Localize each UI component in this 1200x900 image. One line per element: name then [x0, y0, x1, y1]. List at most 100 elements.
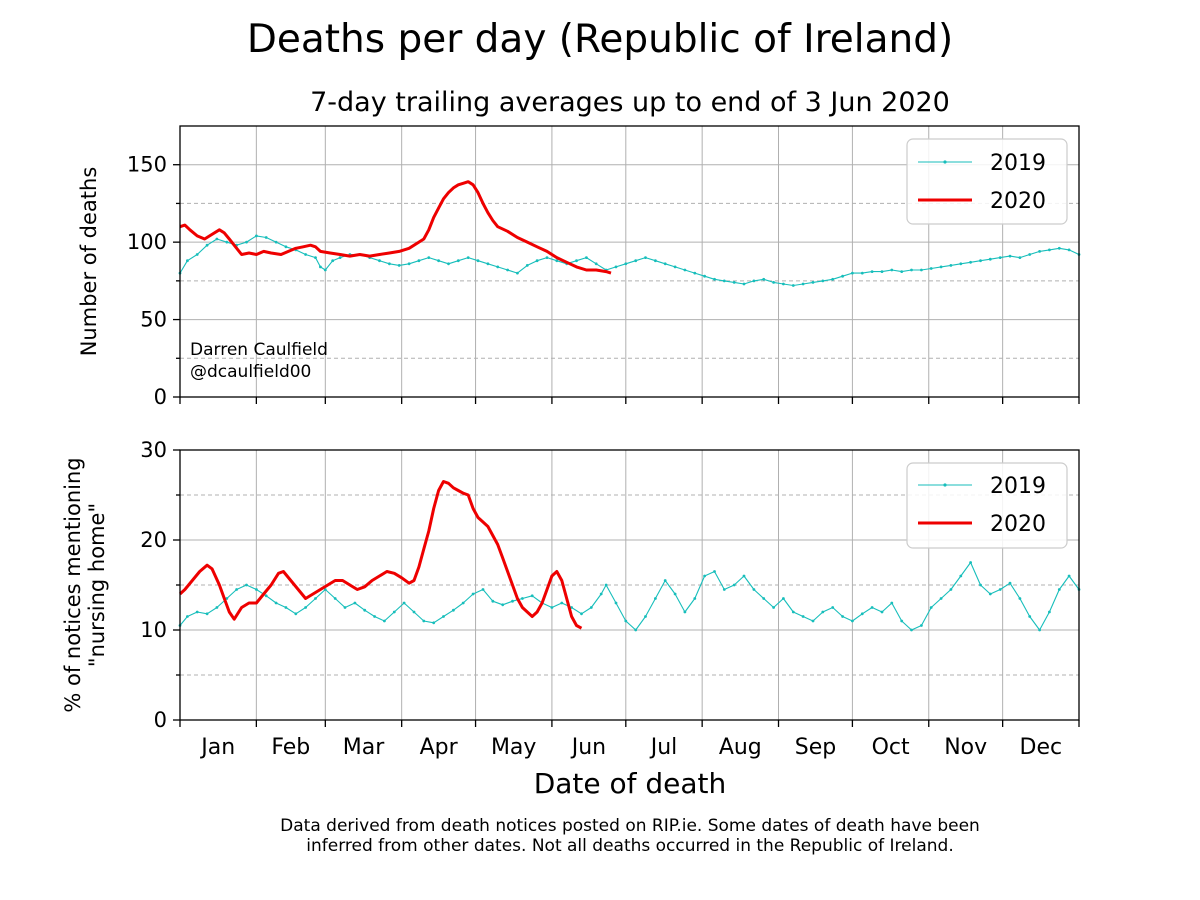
- nursing-home-point-2019-81: [969, 561, 972, 564]
- deaths-point-2019-37: [525, 264, 529, 267]
- author-name: Darren Caulfield: [190, 340, 328, 360]
- nursing-home-point-2019-25: [422, 619, 426, 623]
- deaths-ytick-label-150: 150: [127, 153, 167, 177]
- nursing-home-point-2019-6: [235, 588, 239, 591]
- deaths-ytick-label-50: 50: [140, 308, 167, 332]
- nursing-home-series-layer: [178, 480, 1081, 632]
- deaths-point-2019-40: [555, 259, 559, 263]
- nursing-home-panel: 0 10 20 30 % of notices mentioning "nursing…: [61, 438, 1081, 732]
- deaths-point-2019-63: [782, 282, 785, 286]
- deaths-point-2019-39: [545, 256, 549, 259]
- nursing-home-point-2019-74: [900, 619, 904, 623]
- nursing-home-point-2019-76: [920, 624, 923, 627]
- nursing-home-point-2019-46: [624, 619, 628, 623]
- deaths-point-2019-16: [323, 268, 327, 272]
- nursing-home-point-2019-44: [604, 583, 608, 587]
- deaths-point-2019-88: [1028, 253, 1032, 256]
- deaths-point-2019-67: [821, 279, 825, 283]
- nursing-home-point-2019-11: [284, 606, 288, 609]
- nursing-home-point-2019-66: [821, 610, 825, 614]
- nursing-home-point-2019-83: [988, 592, 992, 596]
- deaths-legend: 2019 2020: [906, 138, 1068, 225]
- nursing-home-legend-2020-label: 2020: [990, 512, 1046, 537]
- deaths-point-2019-86: [1008, 254, 1012, 258]
- deaths-point-2019-10: [274, 240, 278, 244]
- deaths-point-2019-5: [225, 240, 229, 244]
- deaths-ytick-label-0: 0: [154, 385, 167, 409]
- deaths-point-2019-79: [939, 265, 943, 269]
- deaths-point-2019-54: [693, 271, 697, 275]
- deaths-y-axis-label: Number of deaths: [77, 167, 101, 357]
- deaths-point-2019-3: [205, 243, 209, 247]
- deaths-point-2019-53: [683, 268, 687, 272]
- chart-subtitle: 7-day trailing averages up to end of 3 J…: [310, 87, 950, 118]
- deaths-panel: 0 50 100 150 Number of deaths Darren Caulfi…: [77, 125, 1081, 409]
- nursing-home-point-2019-73: [890, 601, 894, 605]
- deaths-y-ticks: 0 50 100 150: [127, 153, 180, 409]
- nursing-home-series-2020-line: [178, 480, 583, 630]
- month-label-oct: Oct: [872, 735, 910, 760]
- month-label-apr: Apr: [420, 735, 459, 760]
- nursing-home-point-2019-55: [713, 570, 716, 573]
- nursing-home-point-2019-72: [880, 610, 884, 614]
- nursing-home-legend: 2019 2020: [906, 462, 1068, 549]
- nursing-home-ytick-label-30: 30: [140, 438, 167, 462]
- deaths-point-2019-48: [634, 259, 638, 263]
- deaths-point-2019-77: [920, 268, 923, 272]
- deaths-point-2019-8: [255, 234, 258, 238]
- nursing-home-point-2019-30: [471, 592, 475, 596]
- deaths-point-2019-74: [890, 268, 894, 272]
- nursing-home-point-2019-90: [1057, 588, 1061, 591]
- nursing-home-point-2019-54: [703, 574, 706, 578]
- deaths-point-2019-59: [742, 282, 746, 286]
- nursing-home-point-2019-13: [304, 606, 307, 609]
- nursing-home-point-2019-26: [432, 621, 436, 625]
- nursing-home-point-2019-62: [782, 597, 785, 600]
- nursing-home-point-2019-67: [831, 606, 835, 609]
- x-axis-label: Date of death: [534, 767, 727, 800]
- deaths-point-2019-31: [466, 256, 470, 259]
- month-label-jun: Jun: [570, 735, 606, 760]
- footnote-line-1: Data derived from death notices posted o…: [280, 816, 980, 836]
- nursing-home-point-2019-4: [215, 606, 219, 609]
- deaths-point-2019-2: [195, 253, 199, 256]
- month-label-feb: Feb: [271, 735, 310, 760]
- deaths-point-2019-89: [1038, 250, 1041, 253]
- nursing-home-point-2019-27: [442, 615, 445, 618]
- nursing-home-point-2019-20: [373, 615, 376, 618]
- deaths-point-2019-78: [929, 267, 933, 270]
- nursing-home-point-2019-61: [772, 606, 775, 609]
- nursing-home-point-2019-7: [245, 583, 248, 587]
- deaths-point-2019-11: [284, 245, 288, 249]
- deaths-point-2019-33: [486, 262, 490, 266]
- deaths-point-2019-1: [186, 259, 189, 263]
- deaths-point-2019-30: [456, 259, 460, 263]
- month-label-jan: Jan: [199, 735, 235, 760]
- nursing-home-point-2019-24: [412, 610, 416, 614]
- deaths-point-2019-13: [304, 253, 307, 256]
- nursing-home-legend-2019-label: 2019: [990, 474, 1046, 499]
- nursing-home-point-2019-28: [452, 608, 455, 612]
- nursing-home-point-2019-59: [752, 588, 756, 591]
- month-label-may: May: [491, 735, 536, 760]
- deaths-point-2019-52: [673, 265, 677, 269]
- deaths-point-2019-46: [614, 265, 618, 269]
- nursing-home-point-2019-10: [274, 601, 278, 605]
- deaths-point-2019-60: [752, 279, 756, 283]
- nursing-home-point-2019-64: [801, 615, 805, 618]
- deaths-legend-2020-label: 2020: [990, 189, 1046, 214]
- deaths-legend-2019-marker: [943, 160, 947, 164]
- deaths-point-2019-43: [585, 256, 588, 259]
- nursing-home-point-2019-18: [353, 601, 357, 605]
- nursing-home-point-2019-2: [195, 610, 199, 614]
- nursing-home-point-2019-21: [383, 619, 386, 623]
- nursing-home-x-ticks: [179, 720, 1080, 727]
- deaths-point-2019-83: [979, 259, 982, 263]
- nursing-home-point-2019-43: [599, 592, 603, 596]
- deaths-point-2019-66: [811, 281, 815, 284]
- deaths-point-2019-49: [644, 256, 647, 259]
- deaths-point-2019-36: [516, 271, 519, 275]
- deaths-point-2019-73: [880, 270, 884, 273]
- deaths-point-2019-14: [314, 256, 317, 259]
